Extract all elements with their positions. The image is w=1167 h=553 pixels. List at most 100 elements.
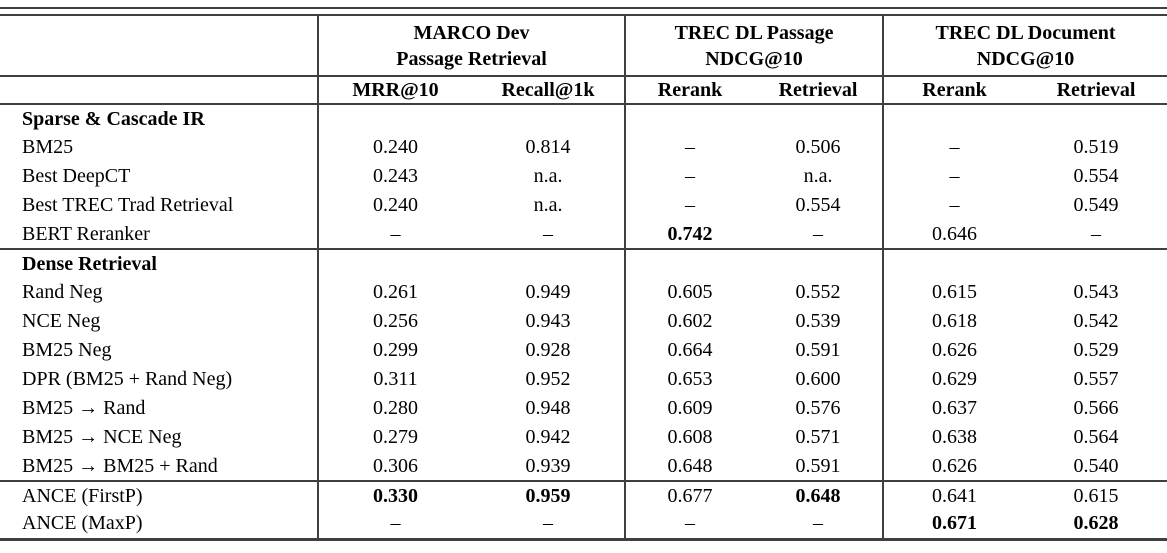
data-row: BM25 Neg 0.299 0.928 0.664 0.591 0.626 0.529 <box>0 336 1167 365</box>
top-rule-line-1 <box>0 7 1167 9</box>
value-cell: 0.626 <box>882 336 1026 365</box>
value-cell: 0.576 <box>795 397 841 419</box>
value-cell: 0.939 <box>525 454 571 477</box>
value-cell: 0.591 <box>795 339 841 361</box>
empty-cell <box>882 248 1026 278</box>
value-cell: 0.653 <box>624 365 755 394</box>
value-cell: – <box>813 512 824 535</box>
empty-cell <box>754 103 884 133</box>
value-cell: 0.615 <box>882 278 1026 307</box>
value-cell: – <box>624 191 755 220</box>
value-cell: 0.609 <box>624 394 755 423</box>
data-row: BM25 → BM25 + Rand 0.306 0.939 0.648 0.591 0.… <box>0 452 1167 481</box>
value-cell: – <box>624 162 755 191</box>
value-cell: 0.549 <box>1073 194 1119 216</box>
value-cell: 0.948 <box>525 397 571 419</box>
value-cell: 0.959 <box>472 480 626 510</box>
sub-header-row: MRR@10 Recall@1k Rerank Retrieval Rerank… <box>0 76 1167 105</box>
value-cell: 0.256 <box>317 307 472 336</box>
col-header-document-retrieval: Retrieval <box>1025 76 1167 105</box>
value-cell: – <box>1091 222 1102 245</box>
value-cell: – <box>317 510 472 539</box>
group-header-row: MARCO Dev Passage Retrieval TREC DL Pass… <box>0 16 1167 77</box>
value-cell: – <box>882 191 1026 220</box>
value-cell: 0.554 <box>795 194 841 216</box>
empty-cell <box>317 103 472 133</box>
value-cell: 0.280 <box>317 394 472 423</box>
value-cell: 0.646 <box>882 220 1026 249</box>
empty-cell <box>317 248 472 278</box>
value-cell: 0.605 <box>624 278 755 307</box>
top-rule-line-2 <box>0 14 1167 16</box>
data-row: ANCE (MaxP) – – – – 0.671 0.628 <box>0 510 1167 539</box>
value-cell: n.a. <box>803 165 833 187</box>
value-cell: 0.540 <box>1073 454 1119 477</box>
value-cell: 0.677 <box>624 480 755 510</box>
row-label: Rand Neg <box>22 281 103 303</box>
group-header-marco: MARCO Dev Passage Retrieval <box>316 16 626 77</box>
row-label: ANCE (FirstP) <box>0 480 318 510</box>
value-cell: 0.664 <box>624 336 755 365</box>
value-cell: 0.615 <box>1025 480 1167 510</box>
data-row: Best TREC Trad Retrieval 0.240 n.a. – 0.554 –… <box>0 191 1167 220</box>
table-body: Sparse & Cascade IR BM25 0.240 0.814 – 0.506 –… <box>0 103 1167 539</box>
group-title-line: TREC DL Document <box>935 21 1116 44</box>
value-cell: 0.648 <box>624 452 755 481</box>
row-label: Best TREC Trad Retrieval <box>22 194 234 216</box>
group-title-line: NDCG@10 <box>705 47 803 70</box>
col-header-mrr10: MRR@10 <box>317 76 472 105</box>
empty-cell <box>882 103 1026 133</box>
value-cell: 0.571 <box>795 426 841 448</box>
value-cell: 0.539 <box>795 310 841 332</box>
value-cell: 0.506 <box>795 136 841 158</box>
data-row: BERT Reranker – – 0.742 – 0.646 – <box>0 220 1167 249</box>
row-label: BM25 → BM25 + Rand <box>22 454 218 477</box>
value-cell: 0.306 <box>317 452 472 481</box>
value-cell: 0.261 <box>317 278 472 307</box>
row-label: BM25 Neg <box>22 339 112 361</box>
section-label: Sparse & Cascade IR <box>0 103 318 133</box>
empty-cell <box>1025 248 1167 278</box>
value-cell: 0.600 <box>795 368 841 390</box>
value-cell: – <box>882 162 1026 191</box>
value-cell: 0.566 <box>1073 397 1119 419</box>
data-row: BM25 → Rand 0.280 0.948 0.609 0.576 0.637 0.56… <box>0 394 1167 423</box>
results-table: MARCO Dev Passage Retrieval TREC DL Pass… <box>0 16 1167 541</box>
col-header-recall1k: Recall@1k <box>472 76 626 105</box>
row-label: BERT Reranker <box>22 222 150 245</box>
data-row: NCE Neg 0.256 0.943 0.602 0.539 0.618 0.542 <box>0 307 1167 336</box>
value-cell: 0.608 <box>624 423 755 452</box>
data-row: ANCE (FirstP) 0.330 0.959 0.677 0.648 0.641 0.… <box>0 480 1167 510</box>
section-label: Dense Retrieval <box>0 248 318 278</box>
data-row: BM25 → NCE Neg 0.279 0.942 0.608 0.571 0.638 0… <box>0 423 1167 452</box>
value-cell: – <box>624 133 755 162</box>
value-cell: 0.626 <box>882 452 1026 481</box>
col-header-document-rerank: Rerank <box>882 76 1026 105</box>
value-cell: 0.299 <box>317 336 472 365</box>
group-header-trec-document: TREC DL Document NDCG@10 <box>882 16 1167 77</box>
col-header-passage-retrieval: Retrieval <box>754 76 884 105</box>
value-cell: 0.629 <box>882 365 1026 394</box>
value-cell: 0.311 <box>317 365 472 394</box>
row-label: BM25 <box>22 136 74 158</box>
group-title-line: Passage Retrieval <box>396 47 547 70</box>
row-label: Best DeepCT <box>22 165 131 187</box>
value-cell: 0.554 <box>1073 165 1119 187</box>
section-header-row: Sparse & Cascade IR <box>0 103 1167 133</box>
row-label: ANCE (MaxP) <box>22 512 143 535</box>
value-cell: 0.952 <box>525 368 571 390</box>
empty-cell <box>754 248 884 278</box>
value-cell: 0.243 <box>317 162 472 191</box>
row-label: BM25 → NCE Neg <box>22 426 182 448</box>
section-header-row: Dense Retrieval <box>0 248 1167 278</box>
row-label: DPR (BM25 + Rand Neg) <box>22 368 233 390</box>
data-row: DPR (BM25 + Rand Neg) 0.311 0.952 0.653 0.60… <box>0 365 1167 394</box>
value-cell: n.a. <box>533 194 563 216</box>
empty-cell <box>1025 103 1167 133</box>
top-double-rule <box>0 0 1167 16</box>
value-cell: 0.637 <box>882 394 1026 423</box>
value-cell: – <box>813 222 824 245</box>
data-row: Rand Neg 0.261 0.949 0.605 0.552 0.615 0.543 <box>0 278 1167 307</box>
value-cell: 0.519 <box>1073 136 1119 158</box>
value-cell: 0.628 <box>1073 512 1119 535</box>
